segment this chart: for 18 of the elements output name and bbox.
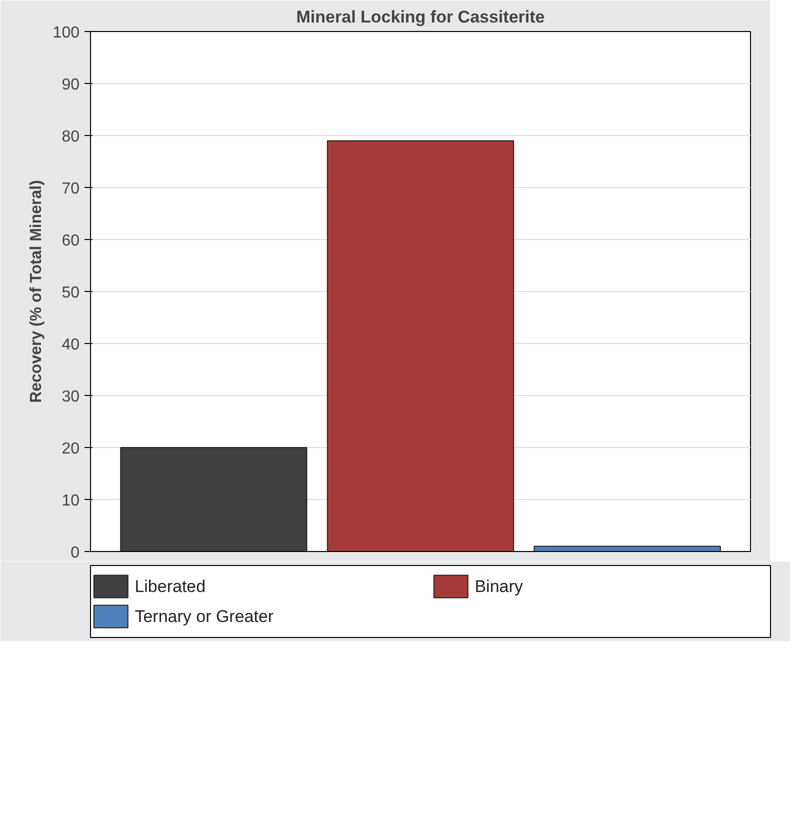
y-tick-label: 30 <box>62 388 80 406</box>
bar <box>326 140 514 552</box>
legend-label: Ternary or Greater <box>134 607 274 626</box>
y-tick-label: 80 <box>62 128 80 146</box>
y-tick-label: 0 <box>70 544 80 562</box>
legend-label: Liberated <box>134 577 206 596</box>
y-tick-label: 70 <box>62 180 80 198</box>
y-tick-label: 50 <box>62 284 80 302</box>
y-axis-title: Recovery (% of Total Mineral) <box>28 180 45 403</box>
chart-title: Mineral Locking for Cassiterite <box>296 8 545 26</box>
legend-label: Binary <box>474 577 524 596</box>
y-tick-label: 40 <box>62 336 80 354</box>
y-tick-label: 10 <box>62 492 80 510</box>
y-tick-label: 20 <box>62 440 80 458</box>
bar <box>120 447 308 552</box>
y-tick-label: 100 <box>52 24 80 42</box>
y-tick-label: 90 <box>62 76 80 94</box>
y-tick-label: 60 <box>62 232 80 250</box>
